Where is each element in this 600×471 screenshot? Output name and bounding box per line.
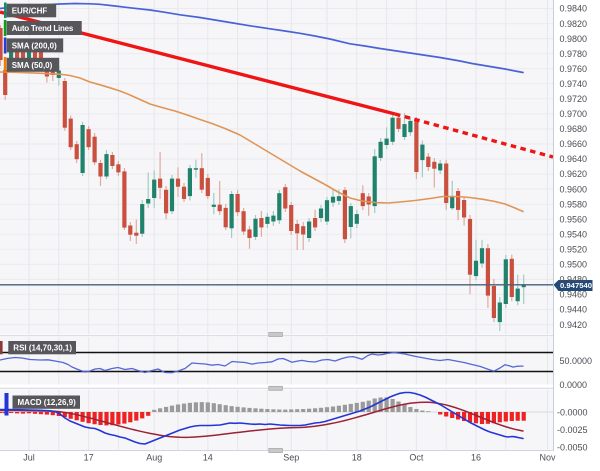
- svg-text:0.9620: 0.9620: [560, 169, 588, 179]
- svg-text:0.9700: 0.9700: [560, 109, 588, 119]
- svg-text:0.9840: 0.9840: [560, 4, 588, 14]
- svg-text:0.9520: 0.9520: [560, 245, 588, 255]
- svg-text:MACD (12,26,9): MACD (12,26,9): [18, 398, 77, 407]
- svg-text:0.9740: 0.9740: [560, 79, 588, 89]
- svg-text:0.9500: 0.9500: [560, 260, 588, 270]
- svg-text:Oct: Oct: [409, 453, 424, 463]
- svg-text:EUR/CHF: EUR/CHF: [12, 7, 48, 16]
- svg-text:0.9420: 0.9420: [560, 320, 588, 330]
- svg-text:0.9680: 0.9680: [560, 124, 588, 134]
- svg-text:0.9560: 0.9560: [560, 214, 588, 224]
- svg-text:Aug: Aug: [146, 453, 162, 463]
- svg-text:0.9820: 0.9820: [560, 19, 588, 29]
- svg-text:0.9760: 0.9760: [560, 64, 588, 74]
- svg-text:SMA (50,0): SMA (50,0): [12, 61, 53, 70]
- svg-text:-0.0025: -0.0025: [557, 425, 588, 435]
- svg-text:0.9460: 0.9460: [560, 290, 588, 300]
- svg-text:Sep: Sep: [283, 453, 299, 463]
- svg-text:0.9800: 0.9800: [560, 34, 588, 44]
- svg-text:0.947540: 0.947540: [560, 281, 592, 290]
- svg-text:SMA (200,0): SMA (200,0): [12, 42, 57, 51]
- svg-text:0.9540: 0.9540: [560, 229, 588, 239]
- svg-text:0.9720: 0.9720: [560, 94, 588, 104]
- svg-text:0.0000: 0.0000: [560, 380, 588, 390]
- svg-text:17: 17: [84, 453, 94, 463]
- svg-text:0.9660: 0.9660: [560, 139, 588, 149]
- svg-text:Auto Trend Lines: Auto Trend Lines: [12, 24, 74, 33]
- svg-text:16: 16: [471, 453, 481, 463]
- svg-text:0.9440: 0.9440: [560, 305, 588, 315]
- svg-text:-0.0000: -0.0000: [557, 408, 588, 418]
- svg-text:0.9600: 0.9600: [560, 184, 588, 194]
- svg-text:Nov: Nov: [539, 453, 556, 463]
- svg-text:18: 18: [352, 453, 362, 463]
- svg-text:RSI (14,70,30,1): RSI (14,70,30,1): [13, 344, 72, 353]
- svg-text:50.0000: 50.0000: [560, 356, 593, 366]
- svg-text:14: 14: [203, 453, 213, 463]
- svg-text:0.9780: 0.9780: [560, 49, 588, 59]
- svg-text:0.9580: 0.9580: [560, 199, 588, 209]
- svg-text:-0.0050: -0.0050: [557, 443, 588, 453]
- svg-text:Jul: Jul: [23, 453, 35, 463]
- svg-text:0.9640: 0.9640: [560, 154, 588, 164]
- svg-text:0.9480: 0.9480: [560, 275, 588, 285]
